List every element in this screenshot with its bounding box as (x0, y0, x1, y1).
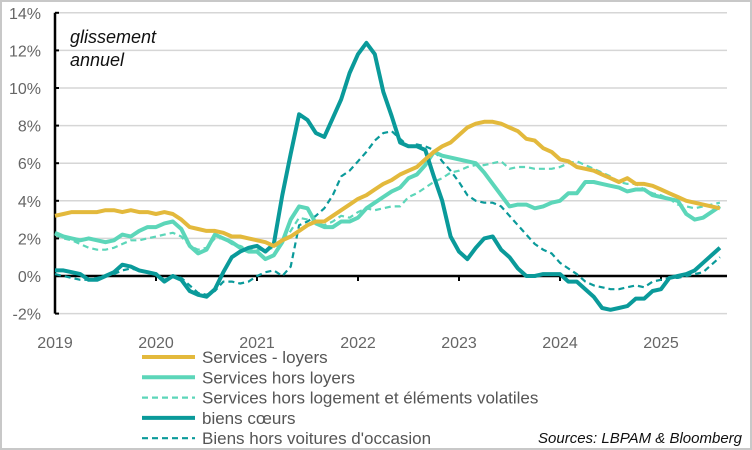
y-tick-label: 8% (18, 119, 41, 136)
annotation-line-2: annuel (70, 50, 125, 70)
series-line-0 (54, 119, 721, 248)
annotation-line-1: glissement (70, 27, 157, 47)
x-tick-label: 2022 (340, 335, 376, 352)
x-tick-label: 2020 (138, 335, 174, 352)
series-lines (54, 40, 722, 312)
legend-label-3: biens cœurs (202, 409, 296, 428)
y-tick-label: 12% (9, 43, 41, 60)
y-tick-label: 10% (9, 81, 41, 98)
legend-label-4: Biens hors voitures d'occasion (202, 429, 431, 448)
legend-label-0: Services - loyers (202, 348, 328, 367)
source-note: Sources: LBPAM & Bloomberg (538, 430, 743, 447)
series-line-1 (54, 149, 722, 262)
y-tick-label: -2% (13, 307, 41, 324)
y-axis-ticks: -2% 0% 2% 4% 6% 8% 10% 12% 14% (9, 6, 59, 324)
series-line-3 (55, 40, 722, 312)
x-tick-label: 2025 (643, 335, 679, 352)
x-axis-ticks: 2019 2020 2021 2022 2023 2024 2025 (37, 274, 727, 352)
y-tick-label: 0% (18, 269, 41, 286)
series-line-2 (54, 160, 721, 251)
legend-label-2: Services hors logement et éléments volat… (202, 389, 538, 408)
x-tick-label: 2023 (441, 335, 477, 352)
y-tick-label: 14% (9, 6, 41, 23)
y-tick-label: 4% (18, 194, 41, 211)
gridlines (55, 12, 727, 315)
x-tick-label: 2021 (239, 335, 275, 352)
legend-label-1: Services hors loyers (202, 368, 355, 387)
x-tick-label: 2024 (542, 335, 578, 352)
y-tick-label: 2% (18, 231, 41, 248)
x-tick-label: 2019 (37, 335, 73, 352)
y-tick-label: 6% (18, 156, 41, 173)
